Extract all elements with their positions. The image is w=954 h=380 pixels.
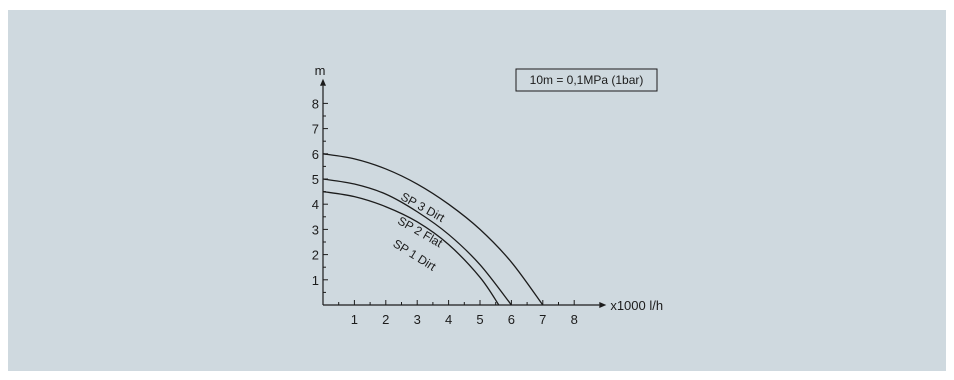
y-tick-label: 8 <box>312 96 319 111</box>
x-tick-label: 6 <box>508 312 515 327</box>
x-tick-label: 7 <box>539 312 546 327</box>
y-tick-label: 3 <box>312 222 319 237</box>
y-axis-label: m <box>315 63 326 78</box>
x-axis-label: x1000 l/h <box>610 298 663 313</box>
y-tick-label: 5 <box>312 172 319 187</box>
pressure-note-text: 10m = 0,1MPa (1bar) <box>530 73 644 87</box>
x-tick-label: 1 <box>351 312 358 327</box>
y-tick-label: 1 <box>312 273 319 288</box>
y-tick-label: 6 <box>312 147 319 162</box>
curve-sp-3-dirt <box>322 153 544 306</box>
curve-sp-1-dirt <box>322 190 500 306</box>
y-tick-label: 7 <box>312 122 319 137</box>
y-tick-label: 4 <box>312 197 319 212</box>
x-tick-label: 3 <box>414 312 421 327</box>
x-tick-label: 5 <box>476 312 483 327</box>
y-axis-arrow <box>320 78 326 86</box>
curve-sp-2-flat <box>322 178 512 306</box>
pressure-note-box <box>515 68 658 92</box>
x-tick-label: 8 <box>571 312 578 327</box>
y-tick-label: 2 <box>312 248 319 263</box>
x-tick-label: 2 <box>382 312 389 327</box>
x-axis-arrow <box>599 302 607 308</box>
x-tick-label: 4 <box>445 312 452 327</box>
